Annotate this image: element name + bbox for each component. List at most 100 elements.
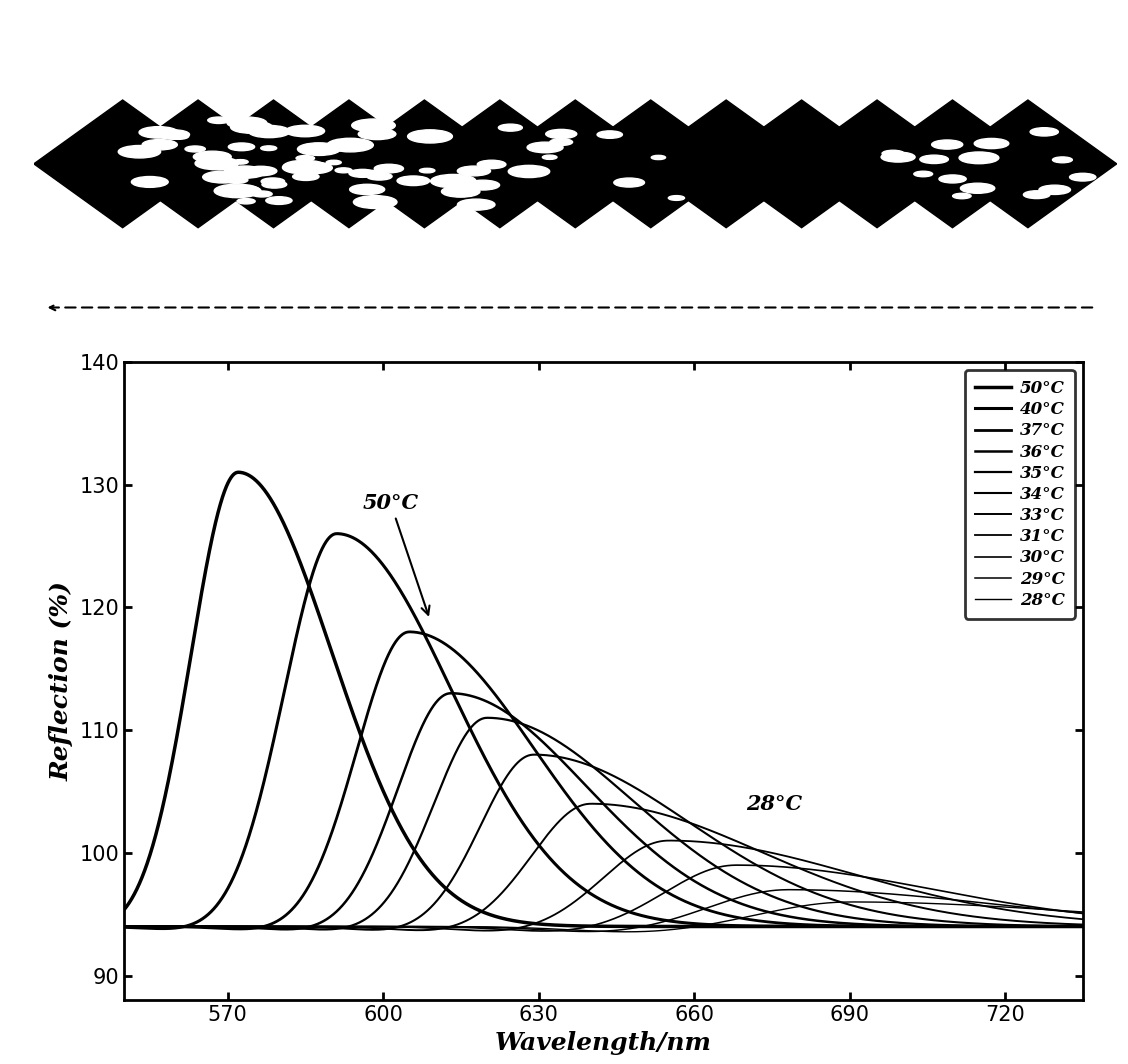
Circle shape <box>228 166 244 171</box>
Polygon shape <box>261 100 438 228</box>
Circle shape <box>420 168 435 172</box>
Circle shape <box>262 181 287 188</box>
Circle shape <box>407 130 452 143</box>
Circle shape <box>326 161 342 165</box>
Legend: 50°C, 40°C, 37°C, 36°C, 35°C, 34°C, 33°C, 31°C, 30°C, 29°C, 28°C: 50°C, 40°C, 37°C, 36°C, 35°C, 34°C, 33°C… <box>964 370 1075 619</box>
Circle shape <box>195 155 209 160</box>
Circle shape <box>1052 156 1073 163</box>
Circle shape <box>457 166 491 176</box>
Circle shape <box>237 199 255 204</box>
Polygon shape <box>562 100 740 228</box>
Circle shape <box>975 138 1008 149</box>
Circle shape <box>367 172 393 180</box>
Circle shape <box>953 194 971 199</box>
Circle shape <box>368 170 384 174</box>
Circle shape <box>262 178 284 185</box>
Circle shape <box>252 192 272 197</box>
Circle shape <box>226 185 261 196</box>
X-axis label: Wavelength/nm: Wavelength/nm <box>495 1031 712 1054</box>
Circle shape <box>245 166 276 176</box>
Polygon shape <box>788 100 966 228</box>
Polygon shape <box>411 100 589 228</box>
Circle shape <box>374 164 404 172</box>
Polygon shape <box>864 100 1041 228</box>
Text: 28°C: 28°C <box>746 794 802 814</box>
Circle shape <box>195 157 238 170</box>
Circle shape <box>327 138 373 152</box>
Polygon shape <box>109 100 287 228</box>
Circle shape <box>203 171 243 183</box>
Circle shape <box>193 151 231 163</box>
Circle shape <box>266 197 292 204</box>
Circle shape <box>353 196 397 209</box>
Circle shape <box>208 117 230 123</box>
Circle shape <box>882 150 905 156</box>
Circle shape <box>527 143 563 153</box>
Circle shape <box>350 184 385 195</box>
Circle shape <box>1030 128 1058 136</box>
Polygon shape <box>940 100 1117 228</box>
Circle shape <box>118 146 160 157</box>
Circle shape <box>359 129 396 139</box>
Circle shape <box>335 168 352 172</box>
Circle shape <box>296 155 315 161</box>
Circle shape <box>881 152 915 162</box>
Polygon shape <box>713 100 890 228</box>
Circle shape <box>285 126 325 137</box>
Circle shape <box>543 155 557 160</box>
Circle shape <box>509 165 549 178</box>
Circle shape <box>232 160 248 164</box>
Circle shape <box>298 143 341 155</box>
Circle shape <box>932 140 962 149</box>
Y-axis label: Reflection (%): Reflection (%) <box>50 581 74 781</box>
Circle shape <box>261 146 276 150</box>
Circle shape <box>1023 190 1050 199</box>
Circle shape <box>1039 185 1070 195</box>
Circle shape <box>614 178 644 187</box>
Circle shape <box>669 196 685 200</box>
Circle shape <box>214 184 261 198</box>
Circle shape <box>914 171 933 177</box>
Circle shape <box>139 127 178 138</box>
Circle shape <box>227 117 266 129</box>
Circle shape <box>597 131 623 138</box>
Circle shape <box>458 199 495 211</box>
Circle shape <box>546 130 576 138</box>
Circle shape <box>185 146 205 152</box>
Circle shape <box>477 161 506 169</box>
Polygon shape <box>637 100 814 228</box>
Circle shape <box>292 162 333 173</box>
Circle shape <box>158 130 190 139</box>
Polygon shape <box>34 100 211 228</box>
Text: 50°C: 50°C <box>362 493 430 615</box>
Circle shape <box>352 119 395 132</box>
Circle shape <box>288 168 301 172</box>
Circle shape <box>938 174 967 183</box>
Circle shape <box>1069 173 1096 181</box>
Circle shape <box>960 183 995 194</box>
Circle shape <box>959 152 999 164</box>
Circle shape <box>651 155 666 160</box>
Circle shape <box>237 121 259 128</box>
Polygon shape <box>185 100 362 228</box>
Circle shape <box>168 133 188 139</box>
Circle shape <box>248 126 290 137</box>
Circle shape <box>466 180 500 190</box>
Circle shape <box>230 121 272 133</box>
Circle shape <box>214 159 230 163</box>
Circle shape <box>131 177 168 187</box>
Circle shape <box>283 161 326 173</box>
Circle shape <box>441 186 479 197</box>
Circle shape <box>349 169 376 178</box>
Circle shape <box>499 124 522 131</box>
Circle shape <box>223 166 265 179</box>
Circle shape <box>431 174 476 187</box>
Polygon shape <box>336 100 513 228</box>
Circle shape <box>919 155 949 164</box>
Circle shape <box>142 139 177 150</box>
Circle shape <box>282 161 326 173</box>
Circle shape <box>224 177 248 183</box>
Circle shape <box>228 143 255 151</box>
Circle shape <box>549 138 573 146</box>
Circle shape <box>397 176 430 185</box>
